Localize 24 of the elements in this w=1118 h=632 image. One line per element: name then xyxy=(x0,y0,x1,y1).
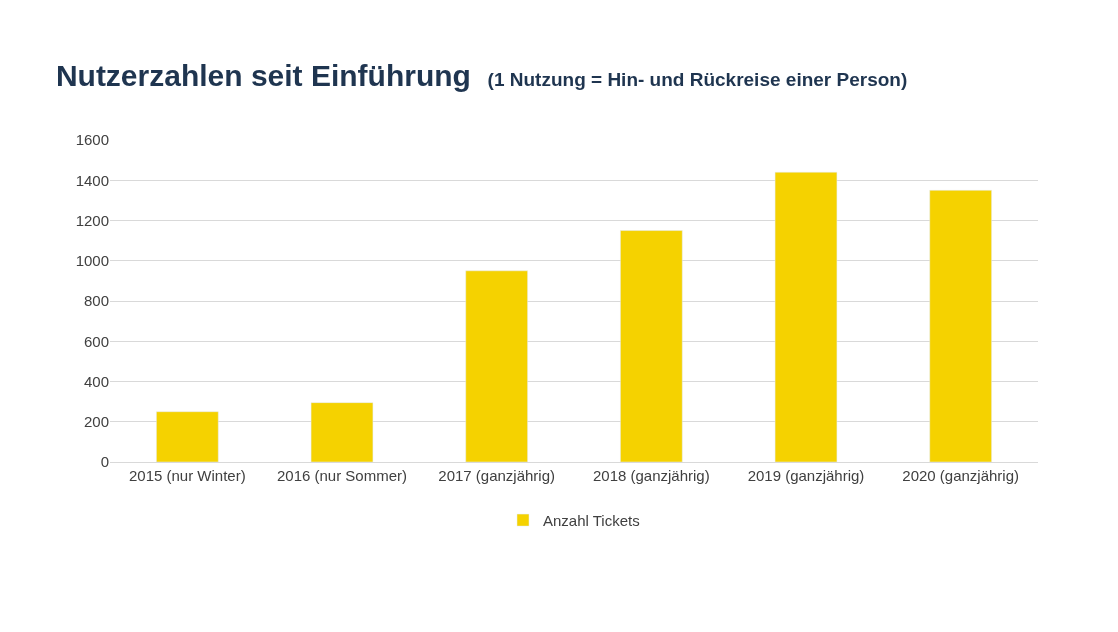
y-tick-label: 1200 xyxy=(75,211,109,229)
chart-subtitle: (1 Nutzung = Hin- und Rückreise einer Person) xyxy=(487,69,908,91)
y-tick-label: 1000 xyxy=(75,252,109,269)
y-tick-label: 0 xyxy=(100,453,109,471)
x-tick-label: 2016 (nur Sommer) xyxy=(276,467,408,484)
x-tick-label: 2017 (ganzjährig) xyxy=(438,467,556,484)
y-tick-label: 1400 xyxy=(75,171,109,189)
chart-title: Nutzerzahlen seit Einführung xyxy=(55,59,471,93)
y-tick-label: 200 xyxy=(83,413,109,430)
x-tick-label: 2020 (ganzjährig) xyxy=(902,467,1020,484)
bar xyxy=(774,171,838,462)
legend-label: Anzahl Tickets xyxy=(543,511,640,529)
bar xyxy=(465,270,528,462)
y-tick-label: 600 xyxy=(83,332,109,350)
y-tick-label: 800 xyxy=(83,292,109,310)
bar xyxy=(929,190,992,462)
x-tick-label: 2015 (nur Winter) xyxy=(128,467,246,484)
x-tick-label: 2018 (ganzjährig) xyxy=(592,467,710,484)
bar xyxy=(156,411,219,462)
bar xyxy=(620,230,683,462)
y-tick-label: 400 xyxy=(83,372,109,390)
y-tick-label: 1600 xyxy=(75,131,109,149)
bar xyxy=(310,402,374,462)
x-tick-label: 2019 (ganzjährig) xyxy=(747,467,865,484)
